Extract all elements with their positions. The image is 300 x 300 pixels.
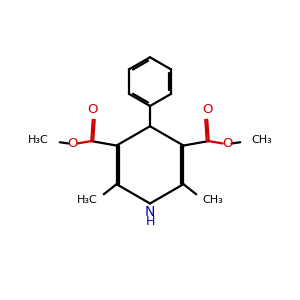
Text: O: O xyxy=(68,137,78,150)
Text: O: O xyxy=(88,103,98,116)
Text: CH₃: CH₃ xyxy=(203,195,224,205)
Text: O: O xyxy=(222,137,232,150)
Text: H₃C: H₃C xyxy=(76,195,97,205)
Text: H₃C: H₃C xyxy=(28,136,49,146)
Text: CH₃: CH₃ xyxy=(251,136,272,146)
Text: O: O xyxy=(202,103,212,116)
Text: N: N xyxy=(145,205,155,219)
Text: H: H xyxy=(145,215,155,228)
